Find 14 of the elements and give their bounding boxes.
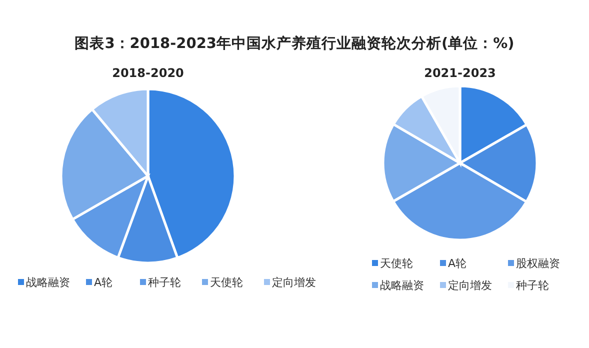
chart-subtitle: 2021-2023 xyxy=(424,66,496,80)
legend-label: 股权融资 xyxy=(516,257,560,270)
legend-label: 定向增发 xyxy=(448,279,492,292)
legend-label: 定向增发 xyxy=(272,276,316,289)
legend-label: A轮 xyxy=(94,276,113,289)
chart-subtitle: 2018-2020 xyxy=(112,66,184,80)
legend-label: 战略融资 xyxy=(380,279,424,292)
legend-label: A轮 xyxy=(448,257,467,270)
legend-label: 天使轮 xyxy=(210,276,243,289)
legend-label: 战略融资 xyxy=(26,276,70,289)
legend-label: 种子轮 xyxy=(148,276,181,289)
legend-label: 种子轮 xyxy=(516,279,549,292)
legend-label: 天使轮 xyxy=(380,257,413,270)
chart-title: 图表3：2018-2023年中国水产养殖行业融资轮次分析(单位：%) xyxy=(74,34,514,52)
